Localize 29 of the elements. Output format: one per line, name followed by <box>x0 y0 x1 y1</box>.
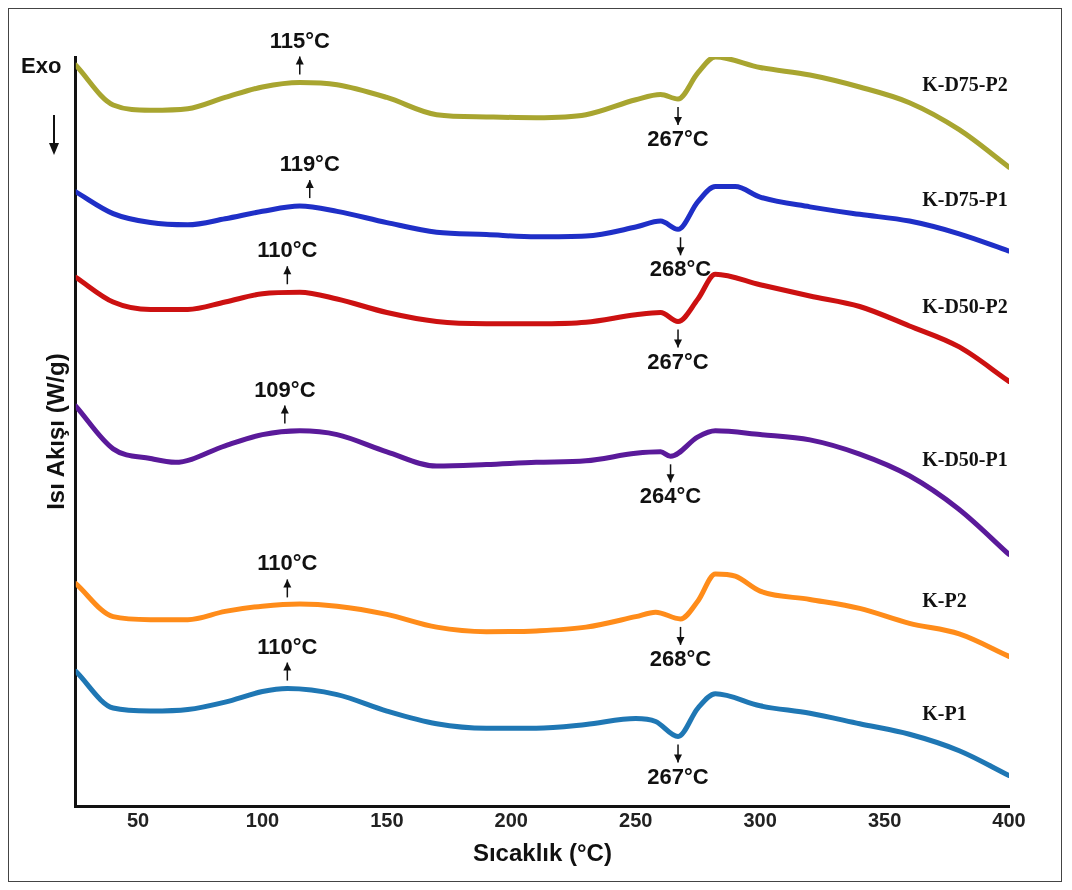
x-tick-label: 250 <box>619 808 653 831</box>
annotation: 109°C <box>254 376 316 402</box>
text: Exo <box>21 53 62 79</box>
x-tick-label: 300 <box>743 808 777 831</box>
annotation: 267°C <box>647 763 709 789</box>
series-label: K-D50-P1 <box>922 447 1008 470</box>
x-tick-label: 100 <box>245 808 280 831</box>
x-tick-label: 200 <box>494 808 528 831</box>
series-label: K-D75-P1 <box>922 187 1008 210</box>
annotation: 267°C <box>647 126 709 152</box>
annotation: 110°C <box>257 633 318 659</box>
annotation: 110°C <box>257 550 318 576</box>
series-label: K-P1 <box>922 701 967 724</box>
x-tick-label: 350 <box>867 808 902 831</box>
annotation: 268°C <box>649 256 712 282</box>
annotation: 268°C <box>649 645 712 671</box>
annotation: 119°C <box>279 151 340 177</box>
x-tick-label: 50 <box>126 808 150 831</box>
y-axis-title: Isı Akışı (W/g) <box>42 353 70 510</box>
annotation: 267°C <box>647 348 709 374</box>
series-label: K-D75-P2 <box>922 72 1008 95</box>
annotation: 115°C <box>269 27 330 53</box>
x-tick-label: 400 <box>992 808 1026 831</box>
series-label: K-D50-P2 <box>922 294 1008 317</box>
series-label: K-P2 <box>922 589 967 612</box>
x-axis-title: Sıcaklık (°C) <box>472 839 612 867</box>
annotation: 110°C <box>257 237 318 263</box>
x-tick-label: 150 <box>370 808 404 831</box>
annotation: 264°C <box>639 483 702 509</box>
